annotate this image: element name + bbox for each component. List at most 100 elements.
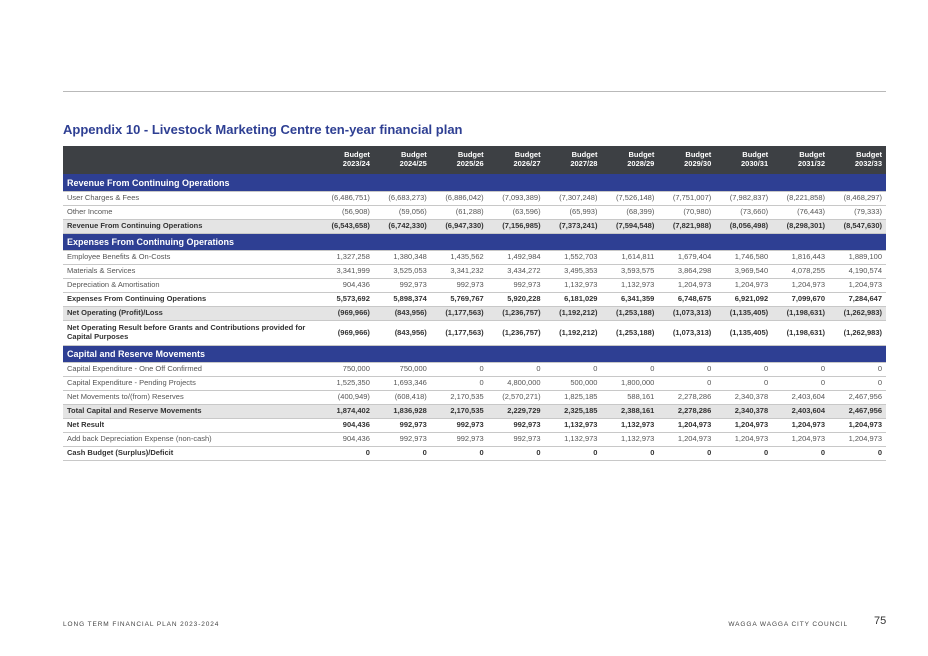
value-cell: (6,486,751) xyxy=(317,191,374,206)
value-cell: 2,170,535 xyxy=(430,390,488,405)
value-cell: (1,198,631) xyxy=(772,306,830,321)
value-cell: 750,000 xyxy=(317,362,374,377)
column-header-label: Budget xyxy=(514,150,541,160)
value-cell: (1,073,313) xyxy=(658,320,716,346)
row-label: User Charges & Fees xyxy=(63,191,318,206)
value-cell: 1,204,973 xyxy=(772,418,830,433)
value-cell: 1,525,350 xyxy=(317,376,374,391)
value-cell: 0 xyxy=(601,446,659,461)
value-cell: 0 xyxy=(829,362,886,377)
column-header-label: Budget xyxy=(799,150,826,160)
value-cell: 1,204,973 xyxy=(715,418,773,433)
value-cell: 2,403,604 xyxy=(772,404,830,419)
value-cell: 0 xyxy=(487,362,545,377)
column-header-year: 2027/28 xyxy=(570,159,598,168)
table-row: Cash Budget (Surplus)/Deficit 0 0 0 0 0 0 0 0 0 0 xyxy=(63,446,886,461)
value-cell: (65,993) xyxy=(544,205,602,220)
section-title: Capital and Reserve Movements xyxy=(63,345,886,363)
footer-council-name: WAGGA WAGGA CITY COUNCIL xyxy=(728,621,848,628)
value-cell: (6,683,273) xyxy=(373,191,431,206)
column-header-label: Budget xyxy=(457,150,484,160)
value-cell: 1,204,973 xyxy=(829,278,886,293)
section-header-row: Expenses From Continuing Operations xyxy=(63,233,886,251)
table-row: Employee Benefits & On-Costs 1,327,258 1,3… xyxy=(63,250,886,265)
column-header: Budget 2031/32 xyxy=(772,146,830,175)
value-cell: 1,204,973 xyxy=(829,432,886,447)
value-cell: 0 xyxy=(829,446,886,461)
table-body: Revenue From Continuing Operations User C… xyxy=(63,174,886,461)
value-cell: 2,340,378 xyxy=(715,390,773,405)
row-label: Cash Budget (Surplus)/Deficit xyxy=(63,446,318,461)
value-cell: 1,204,973 xyxy=(658,432,716,447)
value-cell: (1,192,212) xyxy=(544,306,602,321)
value-cell: 5,769,767 xyxy=(430,292,488,307)
value-cell: 2,170,535 xyxy=(430,404,488,419)
value-cell: 904,436 xyxy=(317,418,374,433)
row-label: Net Operating Result before Grants and C… xyxy=(63,320,318,346)
value-cell: 2,325,185 xyxy=(544,404,602,419)
value-cell: 0 xyxy=(715,362,773,377)
table-row: User Charges & Fees (6,486,751) (6,683,273… xyxy=(63,191,886,206)
section-header-row: Revenue From Continuing Operations xyxy=(63,174,886,192)
value-cell: 992,973 xyxy=(430,418,488,433)
value-cell: (7,373,241) xyxy=(544,219,602,234)
value-cell: 0 xyxy=(373,446,431,461)
value-cell: (7,982,837) xyxy=(715,191,773,206)
row-label: Other Income xyxy=(63,205,318,220)
value-cell: 1,204,973 xyxy=(715,432,773,447)
value-cell: 4,078,255 xyxy=(772,264,830,279)
value-cell: (8,298,301) xyxy=(772,219,830,234)
value-cell: 2,467,956 xyxy=(829,390,886,405)
value-cell: 1,816,443 xyxy=(772,250,830,265)
value-cell: (400,949) xyxy=(317,390,374,405)
column-header-label: Budget xyxy=(571,150,598,160)
value-cell: 1,204,973 xyxy=(658,418,716,433)
footer-document-title: LONG TERM FINANCIAL PLAN 2023-2024 xyxy=(63,621,220,628)
value-cell: 0 xyxy=(772,376,830,391)
value-cell: (1,135,405) xyxy=(715,320,773,346)
column-header-year: 2024/25 xyxy=(399,159,427,168)
table-row: Net Movements to/(from) Reserves (400,949… xyxy=(63,390,886,405)
value-cell: 5,898,374 xyxy=(373,292,431,307)
value-cell: 1,874,402 xyxy=(317,404,374,419)
value-cell: 0 xyxy=(772,362,830,377)
value-cell: 0 xyxy=(430,376,488,391)
value-cell: 4,190,574 xyxy=(829,264,886,279)
value-cell: 0 xyxy=(430,362,488,377)
value-cell: (1,236,757) xyxy=(487,320,545,346)
value-cell: 0 xyxy=(715,376,773,391)
value-cell: 2,467,956 xyxy=(829,404,886,419)
column-header-year: 2026/27 xyxy=(513,159,541,168)
row-label: Materials & Services xyxy=(63,264,318,279)
value-cell: (76,443) xyxy=(772,205,830,220)
table-header-row: Budget 2023/24 Budget 2024/25 Budget 2025/26 B… xyxy=(63,146,886,175)
value-cell: (8,547,630) xyxy=(829,219,886,234)
value-cell: 2,278,286 xyxy=(658,390,716,405)
header-blank-cell xyxy=(63,146,318,175)
row-label: Depreciation & Amortisation xyxy=(63,278,318,293)
value-cell: (1,262,983) xyxy=(829,306,886,321)
value-cell: 0 xyxy=(715,446,773,461)
value-cell: (59,056) xyxy=(373,205,431,220)
value-cell: (843,956) xyxy=(373,320,431,346)
value-cell: (843,956) xyxy=(373,306,431,321)
row-label: Capital Expenditure - Pending Projects xyxy=(63,376,318,391)
row-label: Add back Depreciation Expense (non-cash) xyxy=(63,432,318,447)
page-number: 75 xyxy=(874,615,887,627)
value-cell: 6,748,675 xyxy=(658,292,716,307)
value-cell: 1,204,973 xyxy=(772,432,830,447)
column-header-label: Budget xyxy=(400,150,427,160)
value-cell: 3,434,272 xyxy=(487,264,545,279)
value-cell: 1,204,973 xyxy=(715,278,773,293)
row-label: Expenses From Continuing Operations xyxy=(63,292,318,307)
value-cell: (73,660) xyxy=(715,205,773,220)
value-cell: 0 xyxy=(430,446,488,461)
value-cell: (969,966) xyxy=(317,320,374,346)
value-cell: 750,000 xyxy=(373,362,431,377)
value-cell: 3,341,232 xyxy=(430,264,488,279)
value-cell: 1,132,973 xyxy=(544,432,602,447)
value-cell: (6,742,330) xyxy=(373,219,431,234)
row-label: Net Movements to/(from) Reserves xyxy=(63,390,318,405)
value-cell: (7,594,548) xyxy=(601,219,659,234)
value-cell: (7,821,988) xyxy=(658,219,716,234)
